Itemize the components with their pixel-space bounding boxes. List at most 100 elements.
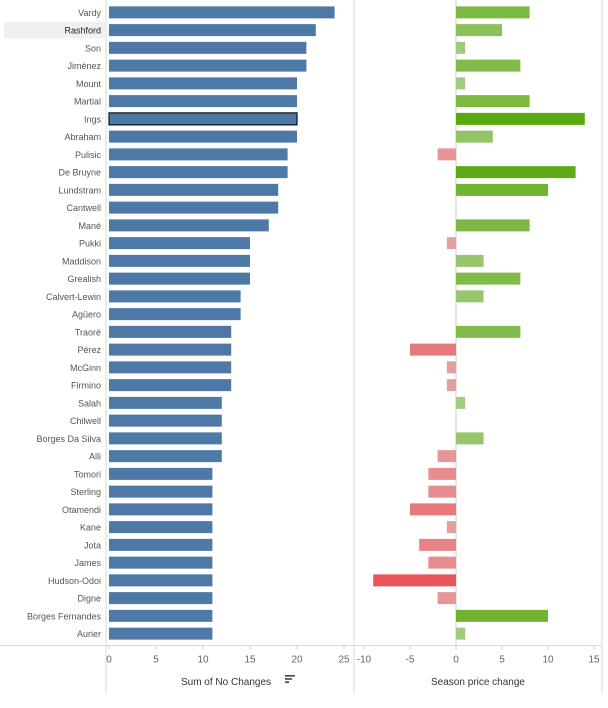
bar-price-change[interactable] — [373, 574, 456, 587]
bar-no-changes[interactable] — [109, 521, 213, 534]
bar-no-changes[interactable] — [109, 219, 269, 232]
bar-price-change[interactable] — [428, 467, 456, 480]
row-label[interactable]: Jiménez — [67, 61, 101, 71]
bar-price-change[interactable] — [456, 272, 521, 285]
bar-no-changes[interactable] — [109, 290, 241, 303]
row-label[interactable]: Cantwell — [66, 203, 101, 213]
bar-no-changes[interactable] — [109, 503, 213, 516]
bar-price-change[interactable] — [456, 41, 466, 54]
bar-no-changes[interactable] — [109, 130, 297, 143]
bar-no-changes[interactable] — [109, 59, 307, 72]
row-label[interactable]: Lundstram — [58, 185, 101, 195]
bar-price-change[interactable] — [456, 24, 502, 37]
row-label[interactable]: Hudson-Odoi — [48, 576, 101, 586]
bar-price-change[interactable] — [428, 556, 456, 569]
bar-no-changes[interactable] — [109, 41, 307, 54]
row-label[interactable]: Digne — [77, 594, 101, 604]
bar-no-changes[interactable] — [109, 432, 222, 445]
bar-no-changes[interactable] — [109, 272, 250, 285]
bar-price-change[interactable] — [456, 183, 548, 196]
row-label[interactable]: Jota — [84, 540, 101, 550]
row-label[interactable]: James — [74, 558, 101, 568]
row-label[interactable]: McGinn — [70, 363, 101, 373]
bar-price-change[interactable] — [437, 450, 456, 463]
bar-price-change[interactable] — [410, 343, 456, 356]
row-label[interactable]: Kane — [80, 523, 101, 533]
row-label[interactable]: Pérez — [77, 345, 101, 355]
bar-no-changes[interactable] — [109, 325, 232, 338]
bar-price-change[interactable] — [446, 379, 456, 392]
bar-price-change[interactable] — [456, 609, 548, 622]
row-label[interactable]: Mount — [76, 79, 102, 89]
row-label[interactable]: Calvert-Lewin — [46, 292, 101, 302]
bar-no-changes[interactable] — [109, 6, 335, 19]
row-label[interactable]: Tomori — [74, 469, 101, 479]
row-label[interactable]: Rashford — [64, 26, 101, 36]
row-label[interactable]: Borges Fernandes — [27, 611, 102, 621]
row-label[interactable]: Chilwell — [70, 416, 101, 426]
sort-descending-icon[interactable] — [285, 675, 295, 683]
bar-price-change[interactable] — [456, 254, 484, 267]
x-axis-title-left[interactable]: Sum of No Changes — [181, 677, 271, 688]
row-label[interactable]: Pukki — [79, 239, 101, 249]
row-label[interactable]: Grealish — [67, 274, 101, 284]
bar-price-change[interactable] — [437, 148, 456, 161]
bar-no-changes[interactable] — [109, 609, 213, 622]
row-label[interactable]: Firmino — [71, 381, 101, 391]
bar-no-changes[interactable] — [109, 379, 232, 392]
row-label[interactable]: Vardy — [78, 8, 101, 18]
bar-price-change[interactable] — [437, 592, 456, 605]
bar-no-changes[interactable] — [109, 343, 232, 356]
bar-no-changes[interactable] — [109, 574, 213, 587]
bar-price-change[interactable] — [456, 432, 484, 445]
bar-no-changes[interactable] — [109, 201, 279, 214]
bar-no-changes[interactable] — [109, 538, 213, 551]
bar-price-change[interactable] — [456, 396, 466, 409]
row-label[interactable]: Borges Da Silva — [36, 434, 101, 444]
bar-price-change[interactable] — [456, 77, 466, 90]
row-label[interactable]: Aurier — [77, 629, 101, 639]
bar-no-changes[interactable] — [109, 148, 288, 161]
bar-price-change[interactable] — [446, 521, 456, 534]
row-label[interactable]: De Bruyne — [58, 168, 101, 178]
bar-no-changes[interactable] — [109, 627, 213, 640]
bar-no-changes[interactable] — [109, 183, 279, 196]
row-label[interactable]: Ings — [84, 114, 102, 124]
row-label[interactable]: Salah — [78, 398, 101, 408]
bar-price-change[interactable] — [456, 290, 484, 303]
row-label[interactable]: Agüero — [72, 310, 101, 320]
row-label[interactable]: Alli — [89, 452, 101, 462]
row-label[interactable]: Maddison — [62, 256, 101, 266]
bar-no-changes[interactable] — [109, 24, 316, 37]
row-label[interactable]: Son — [85, 43, 101, 53]
bar-no-changes[interactable] — [109, 414, 222, 427]
bar-no-changes[interactable] — [109, 361, 232, 374]
row-label[interactable]: Pulisic — [75, 150, 102, 160]
bar-no-changes[interactable] — [109, 450, 222, 463]
bar-no-changes[interactable] — [109, 485, 213, 498]
x-axis-title-right[interactable]: Season price change — [431, 677, 525, 688]
bar-no-changes[interactable] — [109, 467, 213, 480]
bar-price-change[interactable] — [446, 237, 456, 250]
bar-no-changes[interactable] — [109, 254, 250, 267]
bar-no-changes[interactable] — [109, 308, 241, 321]
bar-price-change[interactable] — [456, 130, 493, 143]
bar-price-change[interactable] — [456, 219, 530, 232]
bar-price-change[interactable] — [456, 325, 521, 338]
row-label[interactable]: Traoré — [75, 327, 101, 337]
bar-price-change[interactable] — [456, 59, 521, 72]
bar-no-changes[interactable] — [109, 77, 297, 90]
bar-no-changes[interactable] — [109, 237, 250, 250]
bar-price-change[interactable] — [456, 627, 466, 640]
bar-no-changes[interactable] — [109, 95, 297, 108]
row-label[interactable]: Mané — [78, 221, 101, 231]
bar-no-changes[interactable] — [109, 166, 288, 179]
bar-price-change[interactable] — [419, 538, 456, 551]
bar-no-changes[interactable] — [109, 556, 213, 569]
row-label[interactable]: Sterling — [70, 487, 101, 497]
bar-no-changes[interactable] — [109, 592, 213, 605]
bar-no-changes[interactable] — [109, 396, 222, 409]
bar-price-change[interactable] — [456, 166, 576, 179]
bar-price-change[interactable] — [456, 112, 585, 125]
row-label[interactable]: Abraham — [64, 132, 101, 142]
